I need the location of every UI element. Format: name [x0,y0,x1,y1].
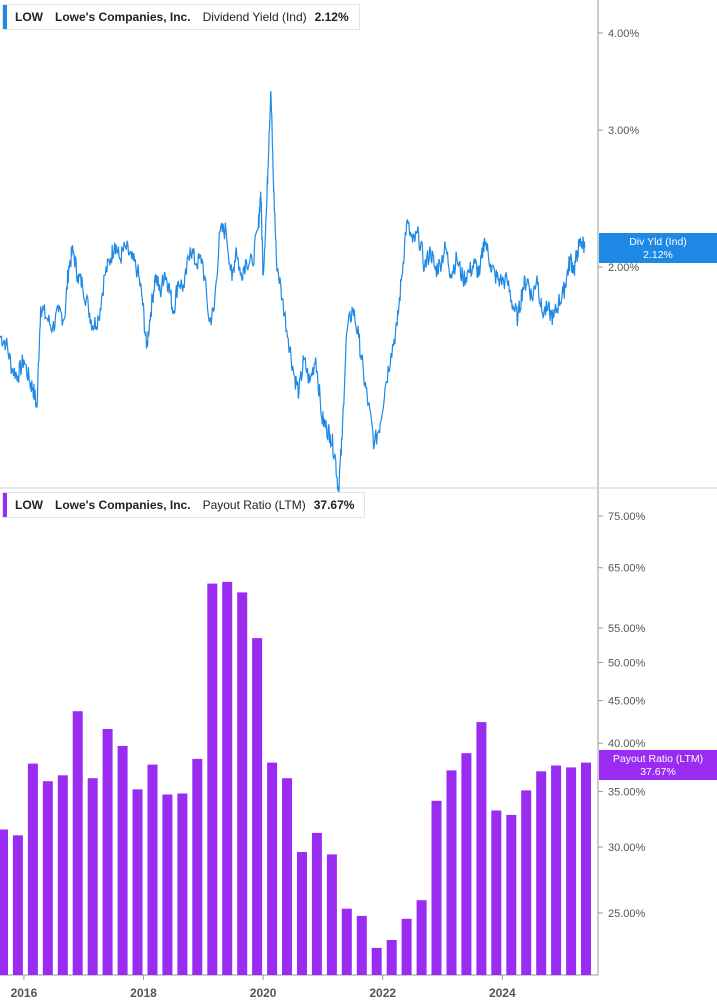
payout-bar [371,947,382,975]
payout-bar [311,832,322,975]
payout-bar [27,763,38,975]
x-tick-label: 2018 [130,986,157,1000]
payout-bar [491,810,502,975]
dividend-yield-line [0,91,586,494]
payout-bar [536,771,547,975]
yield-legend-company: Lowe's Companies, Inc. [55,10,191,24]
payout-bar [341,908,352,975]
payout-bar [431,800,442,975]
payout-y-tick-label: 50.00% [608,658,646,670]
payout-bar [326,854,337,975]
x-tick-label: 2020 [250,986,277,1000]
payout-bar [297,852,307,975]
payout-bar [192,758,203,975]
yield-legend-value: 2.12% [314,10,349,24]
payout-bar [12,835,23,975]
payout-bar [566,767,577,975]
payout-legend-value: 37.67% [313,498,355,512]
payout-bar [162,794,173,975]
x-axis: 2016 2018 2020 2022 2024 [11,975,516,1000]
payout-y-tick-label: 30.00% [608,842,646,854]
payout-bar [401,918,412,975]
payout-legend: LOW Lowe's Companies, Inc. Payout Ratio … [2,492,366,518]
payout-bar [207,583,218,975]
payout-ratio-bars [0,581,591,975]
payout-bar [386,940,397,975]
payout-y-tick-label: 40.00% [608,738,646,750]
payout-badge-bg [599,750,717,780]
payout-legend-swatch [3,493,7,517]
yield-legend-ticker: LOW [15,10,43,24]
payout-bar [117,745,128,975]
payout-bar [356,915,367,975]
payout-bar [521,790,532,975]
payout-bar [551,765,562,975]
yield-legend: LOW Lowe's Companies, Inc. Dividend Yiel… [2,4,360,30]
yield-y-axis: 4.00% 3.00% 2.00% [598,28,639,274]
payout-y-axis: 75.00% 65.00% 55.00% 50.00% 45.00% 40.00% 35.0… [598,511,646,920]
payout-y-tick-label: 25.00% [608,908,646,920]
payout-bar [177,793,188,975]
payout-bar [506,814,517,975]
payout-bar [237,592,248,975]
payout-bar [132,789,143,975]
payout-bar [252,638,263,975]
payout-y-tick-label: 55.00% [608,623,646,635]
payout-legend-metric: Payout Ratio (LTM) [202,498,306,512]
payout-legend-ticker: LOW [15,498,43,512]
x-tick-label: 2022 [369,986,396,1000]
payout-bar [416,900,427,975]
yield-y-tick-label: 4.00% [608,28,639,40]
payout-y-tick-label: 65.00% [608,563,646,575]
payout-bar [267,762,278,975]
yield-legend-swatch [3,5,7,29]
x-tick-label: 2016 [11,986,38,1000]
payout-badge: Payout Ratio (LTM) 37.67% [599,750,717,780]
yield-badge-bg [599,233,717,263]
payout-bar [87,778,98,975]
payout-bar [282,778,292,975]
payout-bar [147,764,158,975]
payout-bar [0,829,8,975]
yield-badge: Div Yld (Ind) 2.12% [599,233,717,263]
yield-y-tick-label: 2.00% [608,262,639,274]
payout-bar [72,711,83,975]
yield-legend-metric: Dividend Yield (Ind) [202,10,307,24]
payout-y-tick-label: 35.00% [608,786,646,798]
yield-y-tick-label: 3.00% [608,125,639,137]
payout-bar [42,781,53,975]
payout-y-tick-label: 45.00% [608,696,646,708]
payout-legend-company: Lowe's Companies, Inc. [55,498,191,512]
yield-badge-value: 2.12% [643,249,673,261]
payout-y-tick-label: 75.00% [608,511,646,523]
payout-badge-value: 37.67% [640,766,676,778]
payout-bar [581,762,591,975]
payout-badge-label: Payout Ratio (LTM) [613,753,703,765]
payout-bar [476,722,487,975]
payout-bar [102,729,113,975]
payout-bar [57,775,68,975]
payout-bar [446,770,457,975]
yield-badge-label: Div Yld (Ind) [629,236,687,248]
x-tick-label: 2024 [489,986,516,1000]
payout-bar [461,753,472,975]
payout-bar [222,581,233,975]
